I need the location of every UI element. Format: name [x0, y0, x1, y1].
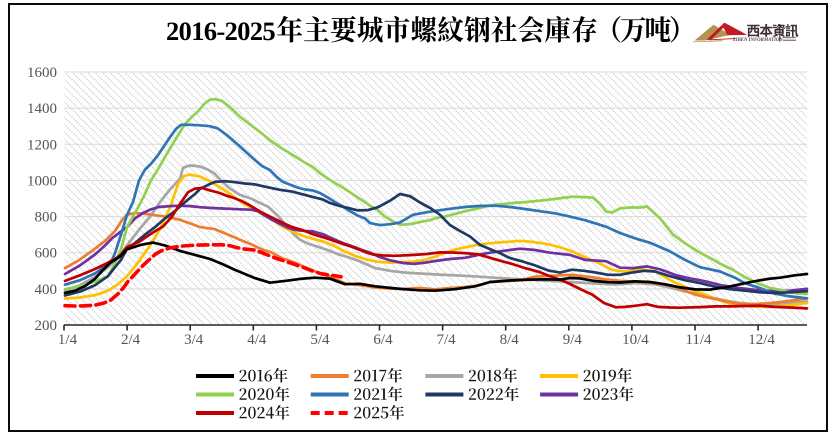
svg-text:3/4: 3/4 [184, 332, 204, 348]
svg-text:1600: 1600 [27, 65, 57, 81]
svg-text:800: 800 [35, 210, 58, 226]
svg-text:2/4: 2/4 [121, 332, 141, 348]
svg-text:7/4: 7/4 [437, 332, 457, 348]
svg-text:6/4: 6/4 [373, 332, 393, 348]
svg-text:400: 400 [35, 282, 58, 298]
svg-text:200: 200 [35, 318, 58, 334]
svg-text:XIBEN INFORMATION: XIBEN INFORMATION [732, 38, 784, 43]
svg-text:11/4: 11/4 [685, 332, 712, 348]
svg-text:9/4: 9/4 [563, 332, 583, 348]
svg-text:600: 600 [35, 246, 58, 262]
svg-text:1400: 1400 [27, 101, 57, 117]
svg-text:8/4: 8/4 [500, 332, 520, 348]
svg-text:1000: 1000 [27, 173, 57, 189]
svg-text:1/4: 1/4 [58, 332, 78, 348]
svg-text:5/4: 5/4 [310, 332, 330, 348]
svg-text:10/4: 10/4 [622, 332, 649, 348]
svg-text:4/4: 4/4 [247, 332, 267, 348]
svg-text:12/4: 12/4 [748, 332, 775, 348]
svg-text:1200: 1200 [27, 137, 57, 153]
